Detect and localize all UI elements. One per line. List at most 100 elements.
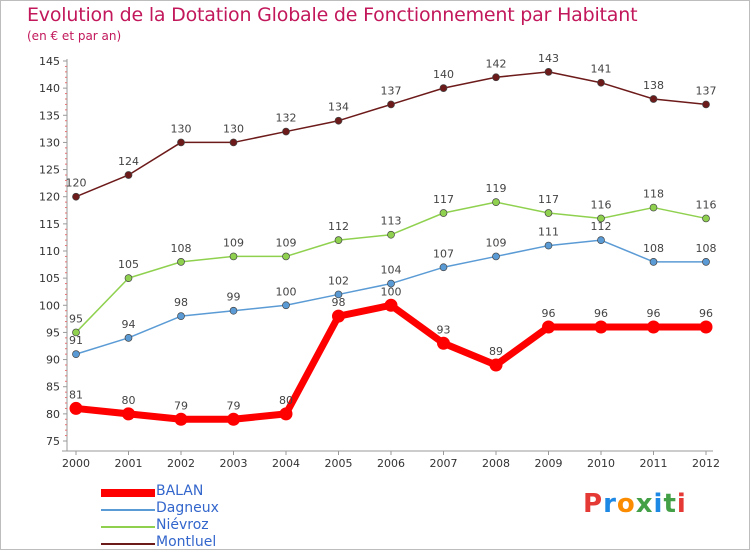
data-point-balan [384,298,398,312]
data-point-balan [699,320,713,334]
data-label-montluel: 132 [276,112,297,125]
x-tick-label: 2004 [272,457,300,470]
data-label-balan: 89 [489,345,503,358]
data-label-dagneux: 99 [227,291,241,304]
y-tick-label: 75 [46,435,60,448]
data-point-montluel [702,100,710,109]
data-label-niévroz: 108 [171,242,192,255]
data-point-balan [489,358,503,372]
data-label-niévroz: 116 [696,198,717,211]
data-point-dagneux [334,290,343,299]
y-tick-label: 140 [39,82,60,95]
proxiti-logo: Proxiti [583,489,687,519]
data-label-montluel: 134 [328,101,349,114]
data-label-dagneux: 111 [538,226,559,239]
data-point-dagneux [439,263,448,272]
legend-swatch [101,526,155,528]
x-tick-label: 2005 [325,457,353,470]
y-tick-label: 115 [39,218,60,231]
x-tick-label: 2007 [430,457,458,470]
data-point-dagneux [124,334,133,342]
data-point-balan [647,320,660,334]
data-label-montluel: 137 [381,84,402,97]
data-label-dagneux: 112 [591,220,612,233]
data-point-montluel [649,95,658,103]
data-point-montluel [72,192,80,201]
data-label-dagneux: 91 [69,334,83,347]
data-label-montluel: 141 [591,63,612,76]
y-tick-label: 105 [39,272,60,285]
data-label-balan: 79 [227,399,241,412]
data-point-montluel [387,100,395,109]
logo-letter: x [635,489,654,519]
data-label-niévroz: 116 [591,198,612,211]
legend-swatch [101,489,155,497]
x-tick-label: 2012 [692,457,720,470]
data-point-dagneux [702,258,710,266]
y-tick-label: 95 [46,326,60,339]
data-label-balan: 96 [647,307,661,320]
data-point-balan [437,336,450,350]
data-label-dagneux: 102 [328,274,349,287]
data-label-niévroz: 113 [381,215,402,228]
data-point-dagneux [177,312,185,320]
logo-letter: i [653,489,664,519]
data-point-balan [69,401,83,415]
data-label-niévroz: 117 [538,193,559,206]
data-label-niévroz: 117 [433,193,454,206]
data-label-montluel: 142 [486,57,507,70]
data-point-balan [332,309,345,323]
data-point-balan [594,320,608,334]
y-tick-label: 80 [46,408,60,421]
data-label-dagneux: 98 [174,296,188,309]
y-tick-label: 130 [39,136,60,149]
data-point-montluel [282,127,290,136]
data-label-niévroz: 109 [223,236,244,249]
data-point-dagneux [72,350,80,358]
data-point-niévroz [229,252,238,261]
data-label-balan: 80 [122,394,136,407]
data-point-montluel [124,171,133,179]
legend-swatch [101,509,155,511]
data-point-balan [542,320,555,334]
logo-letter: o [616,489,636,519]
data-point-niévroz [597,214,605,223]
data-point-dagneux [492,252,500,261]
data-point-niévroz [492,198,500,206]
data-point-niévroz [544,209,553,217]
series-line-balan [75,301,706,423]
y-tick-label: 100 [39,299,60,312]
y-tick-label: 120 [39,191,60,204]
data-label-balan: 100 [381,285,402,298]
data-point-montluel [492,73,500,82]
data-point-niévroz [649,203,658,212]
data-point-niévroz [387,230,395,239]
data-label-montluel: 130 [223,122,244,135]
data-label-balan: 96 [594,307,608,320]
data-label-balan: 81 [69,388,83,401]
x-tick-label: 2001 [115,457,143,470]
data-label-dagneux: 107 [433,247,454,260]
data-label-balan: 79 [174,399,188,412]
logo-letter: P [583,489,604,519]
legend-label: Montluel [156,534,217,550]
x-tick-label: 2009 [535,457,563,470]
data-point-niévroz [124,274,133,282]
data-label-balan: 98 [332,296,346,309]
data-label-montluel: 137 [696,84,717,97]
data-point-montluel [334,116,343,125]
logo-letter: t [663,489,677,519]
data-label-montluel: 140 [433,68,454,81]
data-point-niévroz [72,328,80,337]
x-tick-label: 2002 [167,457,195,470]
chart-subtitle: (en € et par an) [27,29,122,43]
data-point-montluel [229,138,238,147]
data-label-dagneux: 108 [696,242,717,255]
data-label-dagneux: 100 [276,285,297,298]
data-point-dagneux [597,236,605,244]
data-point-balan [122,407,135,421]
data-label-dagneux: 108 [643,242,664,255]
data-label-balan: 93 [437,323,451,336]
chart-title: Evolution de la Dotation Globale de Fonc… [27,4,638,26]
